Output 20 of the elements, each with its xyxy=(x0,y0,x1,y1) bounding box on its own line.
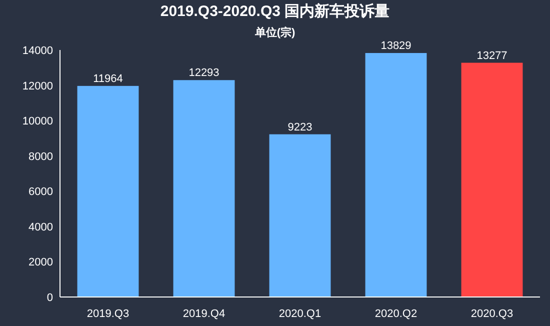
y-tick-label: 14000 xyxy=(22,45,53,57)
x-tick-label: 2020.Q1 xyxy=(278,308,322,320)
data-label: 13277 xyxy=(476,50,508,62)
y-tick-label: 8000 xyxy=(28,150,53,163)
y-tick-label: 10000 xyxy=(22,116,53,128)
x-tick-label: 2019.Q4 xyxy=(182,308,226,320)
y-tick-label: 12000 xyxy=(22,80,53,92)
title: 2019.Q3-2020.Q3 国内新车投诉量 xyxy=(160,3,390,20)
y-tick-label: 4000 xyxy=(28,221,53,234)
data-label: 12293 xyxy=(188,67,220,80)
data-label: 13829 xyxy=(380,40,412,52)
data-label: 9223 xyxy=(288,121,312,134)
x-tick-label: 2020.Q3 xyxy=(470,308,514,320)
data-label: 11964 xyxy=(93,72,123,85)
y-tick-label: 0 xyxy=(46,292,53,304)
y-tick-label: 2000 xyxy=(28,256,53,269)
y-tick-label: 6000 xyxy=(28,186,53,198)
x-tick-label: 2019.Q3 xyxy=(86,308,130,320)
subtitle: 单位(宗) xyxy=(254,27,296,39)
x-tick-label: 2020.Q2 xyxy=(374,308,418,320)
